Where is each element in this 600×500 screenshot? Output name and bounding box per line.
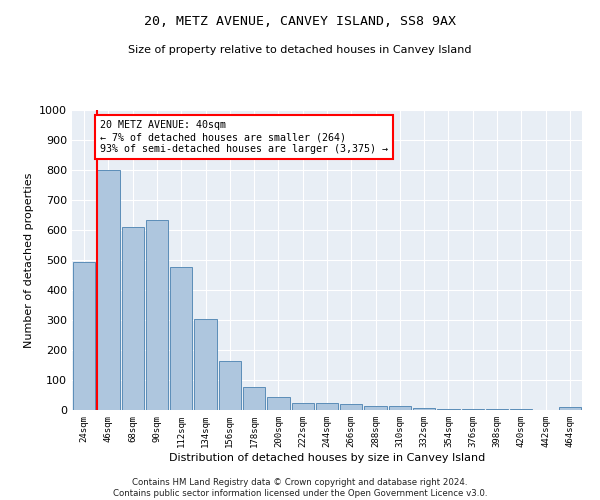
Text: 20 METZ AVENUE: 40sqm
← 7% of detached houses are smaller (264)
93% of semi-deta: 20 METZ AVENUE: 40sqm ← 7% of detached h… — [100, 120, 388, 154]
Text: Size of property relative to detached houses in Canvey Island: Size of property relative to detached ho… — [128, 45, 472, 55]
Bar — [316, 404, 338, 410]
Bar — [437, 408, 460, 410]
Bar — [486, 409, 508, 410]
Bar — [218, 362, 241, 410]
Bar — [146, 220, 168, 410]
Text: 20, METZ AVENUE, CANVEY ISLAND, SS8 9AX: 20, METZ AVENUE, CANVEY ISLAND, SS8 9AX — [144, 15, 456, 28]
Y-axis label: Number of detached properties: Number of detached properties — [23, 172, 34, 348]
X-axis label: Distribution of detached houses by size in Canvey Island: Distribution of detached houses by size … — [169, 452, 485, 462]
Bar — [559, 407, 581, 410]
Bar — [364, 406, 387, 410]
Bar — [461, 409, 484, 410]
Bar — [243, 386, 265, 410]
Bar — [292, 402, 314, 410]
Bar — [389, 406, 411, 410]
Bar — [97, 170, 119, 410]
Bar — [73, 262, 95, 410]
Bar — [267, 396, 290, 410]
Bar — [194, 320, 217, 410]
Bar — [170, 266, 193, 410]
Bar — [340, 404, 362, 410]
Text: Contains HM Land Registry data © Crown copyright and database right 2024.
Contai: Contains HM Land Registry data © Crown c… — [113, 478, 487, 498]
Bar — [413, 408, 436, 410]
Bar — [122, 227, 144, 410]
